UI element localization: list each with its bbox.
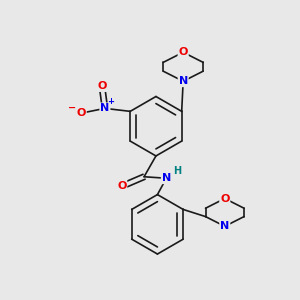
Text: N: N xyxy=(220,221,230,231)
Text: +: + xyxy=(107,98,114,106)
Text: N: N xyxy=(100,103,110,113)
Text: N: N xyxy=(162,173,171,183)
Text: O: O xyxy=(76,108,86,118)
Text: N: N xyxy=(178,76,188,86)
Text: H: H xyxy=(173,166,181,176)
Text: O: O xyxy=(117,181,127,191)
Text: O: O xyxy=(220,194,230,203)
Text: −: − xyxy=(68,103,76,112)
Text: O: O xyxy=(97,81,107,91)
Text: O: O xyxy=(178,47,188,57)
